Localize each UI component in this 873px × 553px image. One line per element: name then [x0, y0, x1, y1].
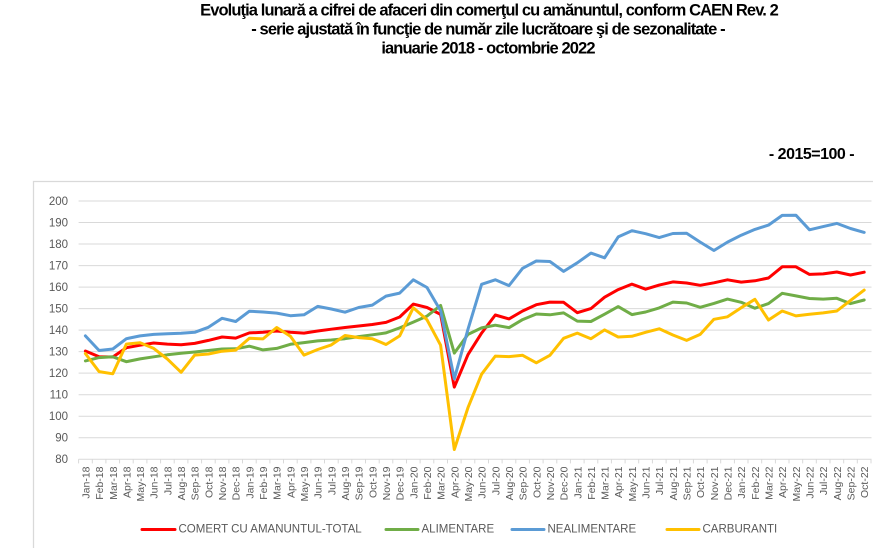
svg-text:Mar-18: Mar-18 [108, 466, 120, 499]
svg-text:Dec-21: Dec-21 [723, 466, 735, 500]
svg-text:NEALIMENTARE: NEALIMENTARE [548, 524, 637, 536]
svg-text:Sep-22: Sep-22 [846, 466, 858, 500]
svg-text:120: 120 [49, 368, 68, 380]
svg-text:Jun-18: Jun-18 [149, 466, 161, 498]
svg-text:Jun-21: Jun-21 [641, 466, 653, 498]
svg-text:Oct-18: Oct-18 [203, 466, 215, 498]
svg-text:Apr-21: Apr-21 [613, 466, 625, 498]
svg-text:Dec-20: Dec-20 [559, 466, 571, 500]
svg-text:Oct-19: Oct-19 [367, 466, 379, 498]
svg-text:Aug-22: Aug-22 [832, 466, 844, 500]
svg-text:Jun-20: Jun-20 [477, 466, 489, 498]
svg-text:Jul-22: Jul-22 [818, 466, 830, 495]
svg-text:- 2015=100 -: - 2015=100 - [769, 146, 854, 163]
svg-text:170: 170 [49, 261, 68, 273]
svg-text:ALIMENTARE: ALIMENTARE [422, 524, 495, 536]
svg-text:Jun-22: Jun-22 [805, 466, 817, 498]
svg-text:Nov-18: Nov-18 [217, 466, 229, 500]
svg-text:110: 110 [50, 390, 68, 402]
svg-text:Apr-19: Apr-19 [285, 466, 297, 498]
svg-text:May-21: May-21 [627, 466, 639, 501]
svg-text:Evoluţia lunară a cifrei de af: Evoluţia lunară a cifrei de afaceri din … [200, 2, 779, 20]
svg-text:Oct-20: Oct-20 [531, 466, 543, 498]
svg-text:Nov-21: Nov-21 [709, 466, 721, 500]
svg-text:Feb-19: Feb-19 [258, 466, 270, 499]
svg-text:150: 150 [49, 304, 68, 316]
svg-text:- serie ajustată în funcţie de: - serie ajustată în funcţie de număr zil… [251, 21, 725, 39]
svg-text:Jul-20: Jul-20 [490, 466, 502, 495]
svg-text:Sep-20: Sep-20 [518, 466, 530, 500]
svg-text:80: 80 [55, 454, 68, 466]
svg-text:Apr-20: Apr-20 [449, 466, 461, 498]
svg-text:190: 190 [49, 218, 68, 230]
svg-text:Sep-18: Sep-18 [190, 466, 202, 500]
svg-text:Mar-22: Mar-22 [764, 466, 776, 499]
svg-text:Oct-22: Oct-22 [859, 466, 871, 498]
svg-text:Mar-21: Mar-21 [600, 466, 612, 499]
svg-text:Jul-18: Jul-18 [162, 466, 174, 495]
svg-text:May-20: May-20 [463, 466, 475, 501]
svg-text:COMERT CU AMANUNTUL-TOTAL: COMERT CU AMANUNTUL-TOTAL [179, 524, 363, 536]
svg-text:Apr-22: Apr-22 [777, 466, 789, 498]
svg-text:Jun-19: Jun-19 [313, 466, 325, 498]
svg-text:May-18: May-18 [135, 466, 147, 501]
svg-text:180: 180 [49, 239, 68, 251]
svg-text:100: 100 [49, 411, 68, 423]
svg-text:Aug-18: Aug-18 [176, 466, 188, 500]
svg-text:Nov-19: Nov-19 [381, 466, 393, 500]
svg-text:140: 140 [49, 325, 68, 337]
svg-text:May-22: May-22 [791, 466, 803, 501]
svg-text:CARBURANTI: CARBURANTI [703, 524, 778, 536]
svg-text:May-19: May-19 [299, 466, 311, 501]
svg-text:Jan-20: Jan-20 [408, 466, 420, 498]
svg-text:Feb-22: Feb-22 [750, 466, 762, 499]
svg-text:Feb-21: Feb-21 [586, 466, 598, 499]
svg-text:Mar-20: Mar-20 [436, 466, 448, 499]
svg-text:Jul-21: Jul-21 [654, 466, 666, 495]
svg-text:Aug-19: Aug-19 [340, 466, 352, 500]
svg-text:Aug-21: Aug-21 [668, 466, 680, 500]
svg-text:Jan-22: Jan-22 [736, 466, 748, 498]
svg-text:Jan-18: Jan-18 [80, 466, 92, 498]
svg-text:Apr-18: Apr-18 [121, 466, 133, 498]
svg-text:Feb-20: Feb-20 [422, 466, 434, 499]
svg-text:Oct-21: Oct-21 [695, 466, 707, 498]
svg-text:Feb-18: Feb-18 [94, 466, 106, 499]
svg-text:200: 200 [49, 196, 68, 208]
svg-text:90: 90 [55, 433, 68, 445]
svg-text:ianuarie 2018 - octombrie 2022: ianuarie 2018 - octombrie 2022 [381, 40, 595, 58]
svg-text:Jul-19: Jul-19 [326, 466, 338, 495]
svg-text:Dec-19: Dec-19 [395, 466, 407, 500]
svg-text:Jan-19: Jan-19 [244, 466, 256, 498]
svg-text:Aug-20: Aug-20 [504, 466, 516, 500]
svg-text:Sep-21: Sep-21 [682, 466, 694, 500]
svg-text:160: 160 [49, 282, 68, 294]
svg-text:130: 130 [49, 347, 68, 359]
svg-text:Jan-21: Jan-21 [572, 466, 584, 498]
svg-text:Sep-19: Sep-19 [354, 466, 366, 500]
svg-text:Dec-18: Dec-18 [231, 466, 243, 500]
svg-text:Mar-19: Mar-19 [272, 466, 284, 499]
svg-text:Nov-20: Nov-20 [545, 466, 557, 500]
